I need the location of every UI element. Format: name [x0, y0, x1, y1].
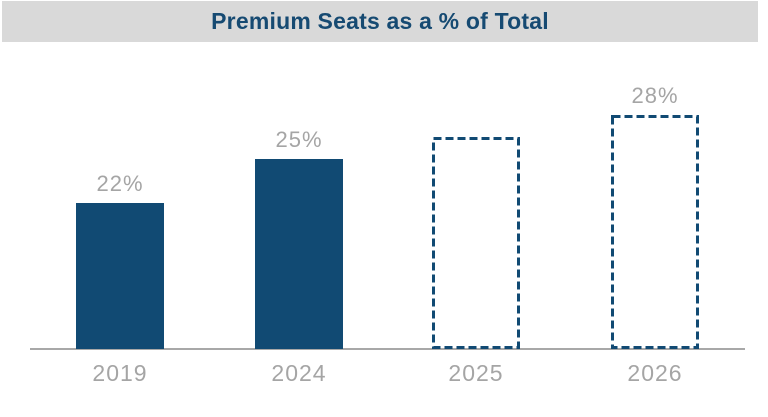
value-label-2019: 22%	[96, 171, 144, 196]
x-axis-label-2024: 2024	[271, 360, 327, 386]
chart-title-bar: Premium Seats as a % of Total	[2, 1, 758, 42]
bar-2026-dashed-outline	[611, 115, 699, 349]
chart-title: Premium Seats as a % of Total	[211, 8, 549, 34]
x-axis-label-2025: 2025	[448, 360, 504, 386]
x-axis-label-2026: 2026	[627, 360, 683, 386]
bar-2025-dashed-outline	[432, 137, 520, 349]
bar-2024	[255, 159, 343, 349]
value-label-2024: 25%	[275, 127, 323, 152]
bar-2019	[76, 203, 164, 349]
value-label-2026: 28%	[631, 83, 679, 108]
x-axis-line	[30, 348, 745, 350]
x-axis-label-2019: 2019	[92, 360, 148, 386]
